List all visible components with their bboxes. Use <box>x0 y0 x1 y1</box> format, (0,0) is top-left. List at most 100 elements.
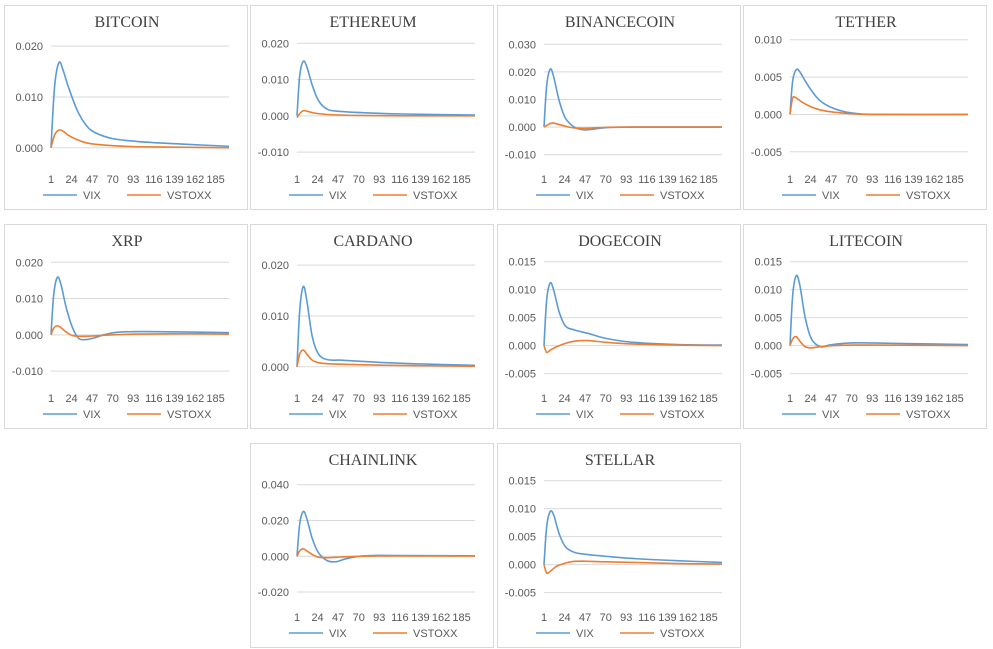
chart-title: CARDANO <box>333 233 412 250</box>
x-tick-label: 116 <box>638 393 656 405</box>
y-tick-label: -0.020 <box>258 587 289 599</box>
x-tick-label: 47 <box>825 393 837 405</box>
x-tick-label: 162 <box>679 174 697 186</box>
y-tick-label: -0.010 <box>12 366 43 378</box>
x-tick-label: 70 <box>600 612 612 624</box>
x-tick-label: 139 <box>411 174 429 186</box>
series-line-vix <box>789 68 969 116</box>
y-tick-label: 0.000 <box>15 330 43 342</box>
legend-label-vstoxx: VSTOXX <box>167 409 212 421</box>
y-tick-label: 0.015 <box>508 476 536 488</box>
y-tick-label: 0.000 <box>15 143 43 155</box>
series-line-vstoxx <box>296 109 476 119</box>
x-tick-label: 1 <box>48 174 54 186</box>
y-tick-label: 0.015 <box>754 257 782 269</box>
x-tick-label: 139 <box>904 393 922 405</box>
x-tick-label: 47 <box>332 393 344 405</box>
y-tick-label: 0.000 <box>508 341 536 353</box>
y-tick-label: 0.005 <box>754 72 782 84</box>
x-tick-label: 47 <box>579 393 591 405</box>
x-tick-label: 116 <box>391 612 409 624</box>
y-tick-label: -0.005 <box>751 147 782 159</box>
y-tick-label: 0.000 <box>261 111 289 123</box>
x-tick-label: 185 <box>206 174 224 186</box>
x-tick-label: 47 <box>332 174 344 186</box>
legend-label-vstoxx: VSTOXX <box>660 628 705 640</box>
x-tick-label: 116 <box>145 174 163 186</box>
series-line-vstoxx <box>50 324 230 338</box>
y-tick-label: 0.000 <box>508 560 536 572</box>
x-tick-label: 162 <box>432 174 450 186</box>
series-line-vstoxx <box>543 560 723 575</box>
series-line-vix <box>296 285 476 367</box>
y-tick-label: 0.010 <box>754 35 782 47</box>
x-tick-label: 139 <box>411 612 429 624</box>
x-tick-label: 162 <box>679 612 697 624</box>
x-tick-label: 139 <box>658 393 676 405</box>
x-tick-label: 47 <box>825 174 837 186</box>
x-tick-label: 24 <box>804 174 816 186</box>
x-tick-label: 70 <box>107 393 119 405</box>
x-tick-label: 70 <box>600 174 612 186</box>
x-tick-label: 93 <box>866 393 878 405</box>
x-tick-label: 139 <box>658 612 676 624</box>
y-tick-label: 0.010 <box>15 294 43 306</box>
legend-label-vix: VIX <box>822 409 840 421</box>
x-tick-label: 185 <box>699 612 717 624</box>
series-line-vix <box>543 509 723 565</box>
x-tick-label: 24 <box>311 612 323 624</box>
chart-panel-tether: TETHER -0.005 0.000 0.005 0.010 1 24 47 70 93 116 1… <box>743 5 987 210</box>
x-tick-label: 93 <box>620 174 632 186</box>
x-tick-label: 47 <box>332 612 344 624</box>
x-tick-label: 1 <box>294 393 300 405</box>
series-line-vix <box>543 281 723 346</box>
x-tick-label: 116 <box>638 612 656 624</box>
chart-svg: LITECOIN -0.005 0.000 0.005 0.010 0.015 1 24 47 7… <box>751 233 969 421</box>
chart-svg: BINANCECOIN -0.010 0.000 0.010 0.020 0.030 1 24… <box>505 14 723 202</box>
series-line-vstoxx <box>296 547 476 559</box>
y-tick-label: 0.005 <box>754 313 782 325</box>
legend-label-vix: VIX <box>83 190 101 202</box>
x-tick-label: 116 <box>391 174 409 186</box>
chart-svg: BITCOIN 0.000 0.010 0.020 1 24 47 70 93 116 139 162… <box>15 14 230 202</box>
y-tick-label: 0.010 <box>508 504 536 516</box>
x-tick-label: 1 <box>541 174 547 186</box>
chart-svg: STELLAR -0.005 0.000 0.005 0.010 0.015 1 24 47 70… <box>505 452 723 640</box>
y-tick-label: 0.000 <box>754 341 782 353</box>
series-line-vix <box>789 274 969 348</box>
x-tick-label: 116 <box>884 174 902 186</box>
series-line-vix <box>296 60 476 116</box>
legend-label-vstoxx: VSTOXX <box>413 628 458 640</box>
x-tick-label: 162 <box>679 393 697 405</box>
series-line-vstoxx <box>50 129 230 149</box>
chart-title: DOGECOIN <box>578 233 662 250</box>
x-tick-label: 139 <box>165 393 183 405</box>
chart-panel-dogecoin: DOGECOIN -0.005 0.000 0.005 0.010 0.015 1 24 47 7… <box>497 224 741 429</box>
series-line-vix <box>50 276 230 341</box>
x-tick-label: 70 <box>353 393 365 405</box>
legend-label-vstoxx: VSTOXX <box>660 190 705 202</box>
y-tick-label: 0.010 <box>261 75 289 87</box>
x-tick-label: 70 <box>846 393 858 405</box>
x-tick-label: 1 <box>541 612 547 624</box>
x-tick-label: 185 <box>452 612 470 624</box>
x-tick-label: 116 <box>638 174 656 186</box>
chart-panel-stellar: STELLAR -0.005 0.000 0.005 0.010 0.015 1 24 47 70… <box>497 443 741 648</box>
x-tick-label: 139 <box>165 174 183 186</box>
x-tick-label: 70 <box>600 393 612 405</box>
x-tick-label: 24 <box>558 612 570 624</box>
chart-svg: DOGECOIN -0.005 0.000 0.005 0.010 0.015 1 24 47 7… <box>505 233 723 421</box>
x-tick-label: 185 <box>699 393 717 405</box>
legend-label-vix: VIX <box>329 409 347 421</box>
y-tick-label: 0.040 <box>261 480 289 492</box>
x-tick-label: 24 <box>65 393 77 405</box>
x-tick-label: 93 <box>866 174 878 186</box>
x-tick-label: 162 <box>186 174 204 186</box>
x-tick-label: 139 <box>658 174 676 186</box>
y-tick-label: -0.005 <box>505 588 536 600</box>
series-line-vix <box>296 510 476 563</box>
x-tick-label: 24 <box>558 174 570 186</box>
y-tick-label: 0.030 <box>508 39 536 51</box>
x-tick-label: 93 <box>620 612 632 624</box>
y-tick-label: 0.010 <box>754 285 782 297</box>
